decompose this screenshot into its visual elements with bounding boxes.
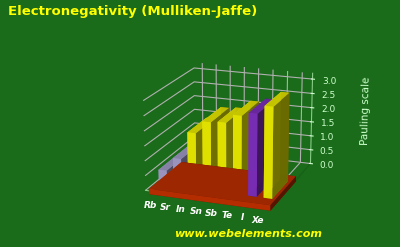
Text: Electronegativity (Mulliken-Jaffe): Electronegativity (Mulliken-Jaffe) (8, 5, 257, 18)
Text: www.webelements.com: www.webelements.com (174, 229, 322, 239)
